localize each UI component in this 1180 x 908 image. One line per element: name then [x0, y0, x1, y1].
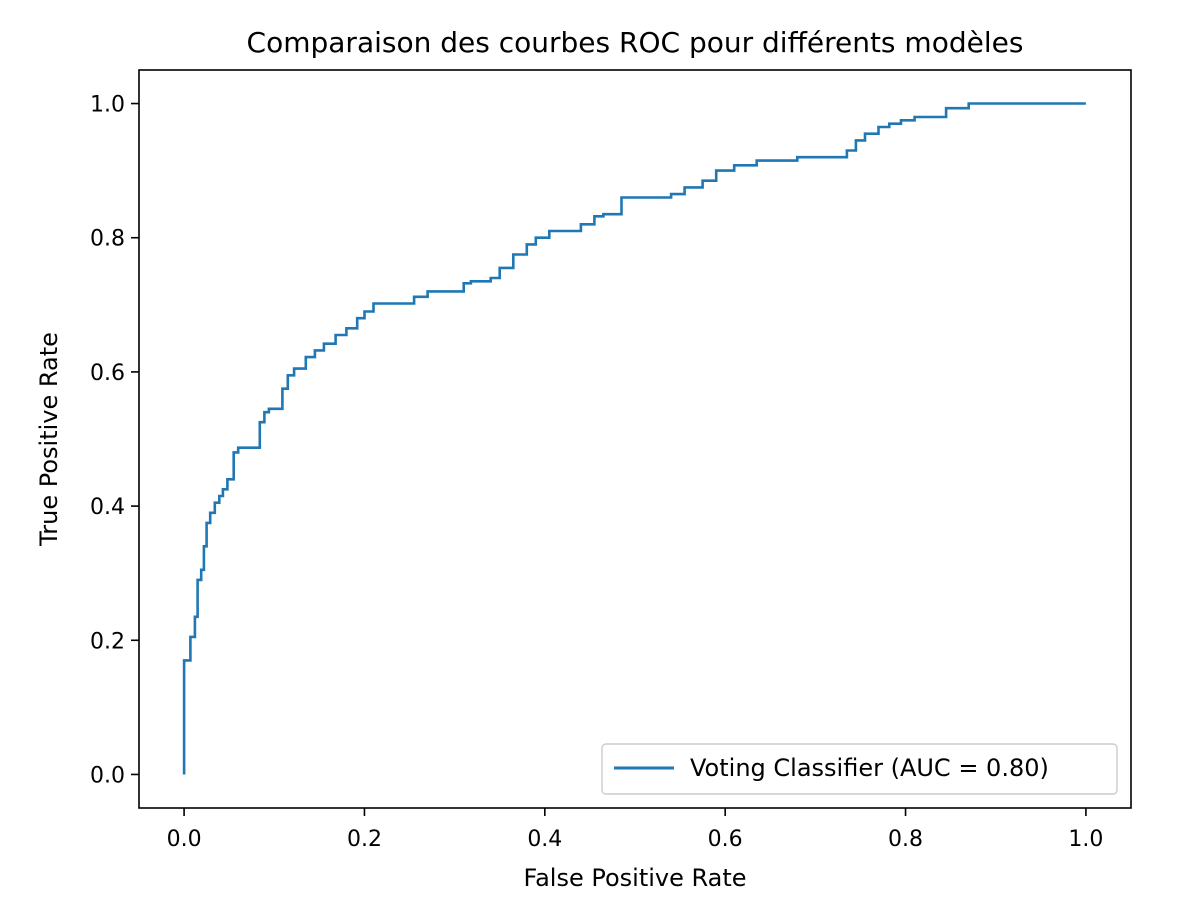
y-tick-label: 0.4 — [90, 495, 125, 520]
x-tick-label: 0.0 — [167, 827, 202, 852]
plot-area-frame — [138, 69, 1132, 809]
x-tick-label: 1.0 — [1068, 827, 1103, 852]
y-tick-label: 0.6 — [90, 361, 125, 386]
x-tick-label: 0.2 — [347, 827, 382, 852]
x-tick-label: 0.8 — [888, 827, 923, 852]
x-axis-label: False Positive Rate — [523, 864, 746, 892]
y-tick-label: 0.8 — [90, 227, 125, 252]
x-tick-label: 0.6 — [708, 827, 743, 852]
legend-box — [601, 743, 1118, 795]
y-axis-ticks: 0.0 0.2 0.4 0.6 0.8 1.0 — [90, 93, 139, 788]
x-tick-label: 0.4 — [527, 827, 562, 852]
legend-label: Voting Classifier (AUC = 0.80) — [690, 754, 1049, 782]
chart-title: Comparaison des courbes ROC pour différe… — [247, 26, 1024, 59]
y-axis-label: True Positive Rate — [35, 332, 63, 547]
y-tick-label: 1.0 — [90, 93, 125, 118]
x-axis-ticks: 0.0 0.2 0.4 0.6 0.8 1.0 — [167, 808, 1103, 852]
roc-curve-line — [182, 102, 1086, 775]
y-tick-label: 0.2 — [90, 629, 125, 654]
y-tick-label: 0.0 — [90, 763, 125, 788]
series-layer — [182, 102, 1086, 775]
legend: Voting Classifier (AUC = 0.80) — [601, 743, 1118, 795]
